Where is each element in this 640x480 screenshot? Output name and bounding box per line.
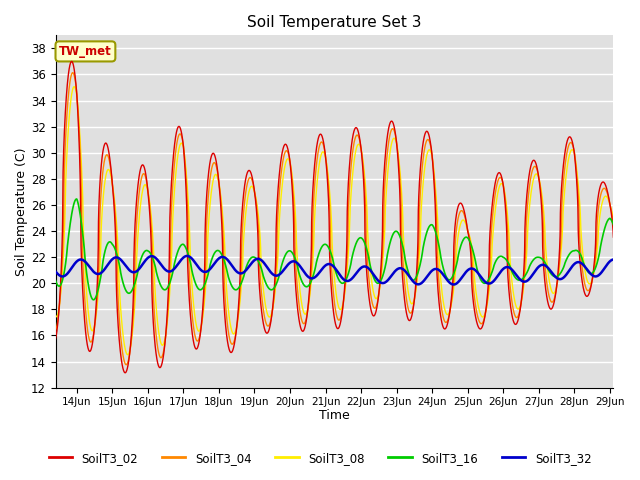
Line: SoilT3_16: SoilT3_16 bbox=[56, 199, 613, 300]
SoilT3_32 bbox=[609, 257, 617, 263]
SoilT3_04 bbox=[511, 311, 518, 317]
SoilT3_16 bbox=[415, 268, 422, 274]
SoilT3_02 bbox=[415, 199, 422, 205]
SoilT3_04 bbox=[468, 255, 476, 261]
SoilT3_16 bbox=[387, 239, 394, 245]
Title: Soil Temperature Set 3: Soil Temperature Set 3 bbox=[247, 15, 422, 30]
SoilT3_16 bbox=[468, 245, 476, 251]
SoilT3_02 bbox=[387, 120, 394, 125]
SoilT3_02 bbox=[68, 59, 76, 64]
Line: SoilT3_08: SoilT3_08 bbox=[56, 87, 613, 355]
SoilT3_04 bbox=[122, 362, 130, 368]
SoilT3_32 bbox=[153, 256, 161, 262]
SoilT3_04 bbox=[69, 70, 77, 75]
SoilT3_08 bbox=[52, 313, 60, 319]
SoilT3_16 bbox=[511, 274, 518, 279]
SoilT3_08 bbox=[511, 297, 518, 302]
X-axis label: Time: Time bbox=[319, 409, 350, 422]
SoilT3_04 bbox=[415, 247, 422, 253]
SoilT3_08 bbox=[387, 147, 394, 153]
SoilT3_04 bbox=[609, 222, 617, 228]
SoilT3_32 bbox=[52, 268, 60, 274]
Text: TW_met: TW_met bbox=[59, 45, 112, 58]
SoilT3_02 bbox=[511, 321, 518, 326]
SoilT3_02 bbox=[153, 357, 161, 363]
SoilT3_16 bbox=[90, 297, 97, 303]
SoilT3_04 bbox=[387, 131, 394, 136]
SoilT3_32 bbox=[415, 281, 422, 287]
SoilT3_16 bbox=[609, 222, 617, 228]
SoilT3_08 bbox=[609, 217, 617, 223]
SoilT3_16 bbox=[52, 277, 60, 283]
Legend: SoilT3_02, SoilT3_04, SoilT3_08, SoilT3_16, SoilT3_32: SoilT3_02, SoilT3_04, SoilT3_08, SoilT3_… bbox=[44, 447, 596, 469]
SoilT3_02 bbox=[122, 370, 129, 376]
SoilT3_08 bbox=[468, 245, 476, 251]
SoilT3_32 bbox=[468, 265, 476, 271]
SoilT3_32 bbox=[265, 267, 273, 273]
SoilT3_16 bbox=[265, 286, 273, 291]
SoilT3_08 bbox=[70, 84, 78, 90]
SoilT3_08 bbox=[124, 352, 131, 358]
SoilT3_04 bbox=[153, 340, 161, 346]
SoilT3_02 bbox=[468, 284, 476, 290]
SoilT3_32 bbox=[511, 270, 518, 276]
Line: SoilT3_04: SoilT3_04 bbox=[56, 72, 613, 365]
SoilT3_02 bbox=[609, 234, 617, 240]
SoilT3_32 bbox=[183, 253, 191, 259]
Line: SoilT3_02: SoilT3_02 bbox=[56, 61, 613, 373]
SoilT3_16 bbox=[153, 272, 161, 278]
SoilT3_08 bbox=[415, 262, 422, 268]
Y-axis label: Soil Temperature (C): Soil Temperature (C) bbox=[15, 147, 28, 276]
SoilT3_32 bbox=[450, 282, 458, 288]
Line: SoilT3_32: SoilT3_32 bbox=[56, 256, 613, 285]
SoilT3_04 bbox=[265, 323, 273, 328]
SoilT3_16 bbox=[73, 196, 81, 202]
SoilT3_08 bbox=[153, 315, 161, 321]
SoilT3_32 bbox=[387, 275, 394, 280]
SoilT3_08 bbox=[265, 314, 273, 320]
SoilT3_04 bbox=[52, 327, 60, 333]
SoilT3_02 bbox=[265, 327, 273, 333]
SoilT3_02 bbox=[52, 336, 60, 342]
